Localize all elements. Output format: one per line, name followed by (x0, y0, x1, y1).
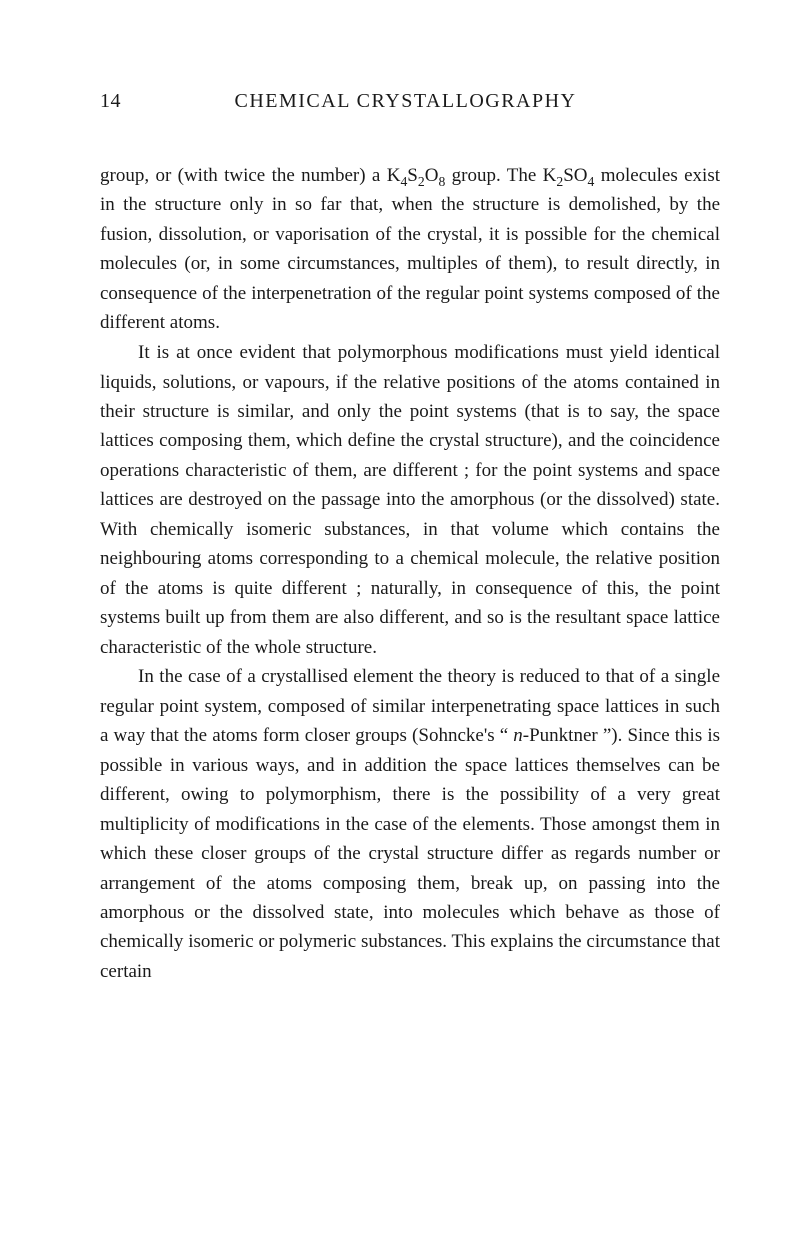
text-run: S (407, 165, 418, 186)
text-run: O (425, 165, 439, 186)
text-run: molecules exist in the structure only in… (100, 165, 720, 333)
page: 14 CHEMICAL CRYSTALLOGRAPHY group, or (w… (0, 0, 800, 1047)
text-run: -Punktner ”). Since this is possible in … (100, 725, 720, 982)
text-run: group, or (with twice the number) a K (100, 165, 400, 186)
italic-run: n (513, 725, 523, 746)
paragraph-1: group, or (with twice the number) a K4S2… (100, 161, 720, 338)
page-title: CHEMICAL CRYSTALLOGRAPHY (91, 90, 720, 113)
text-run: group. The K (445, 165, 556, 186)
text-run: SO (563, 165, 587, 186)
body-text: group, or (with twice the number) a K4S2… (100, 161, 720, 986)
page-header: 14 CHEMICAL CRYSTALLOGRAPHY (100, 90, 720, 113)
subscript: 2 (418, 174, 425, 189)
paragraph-2: It is at once evident that polymorphous … (100, 338, 720, 662)
paragraph-3: In the case of a crystallised element th… (100, 662, 720, 986)
